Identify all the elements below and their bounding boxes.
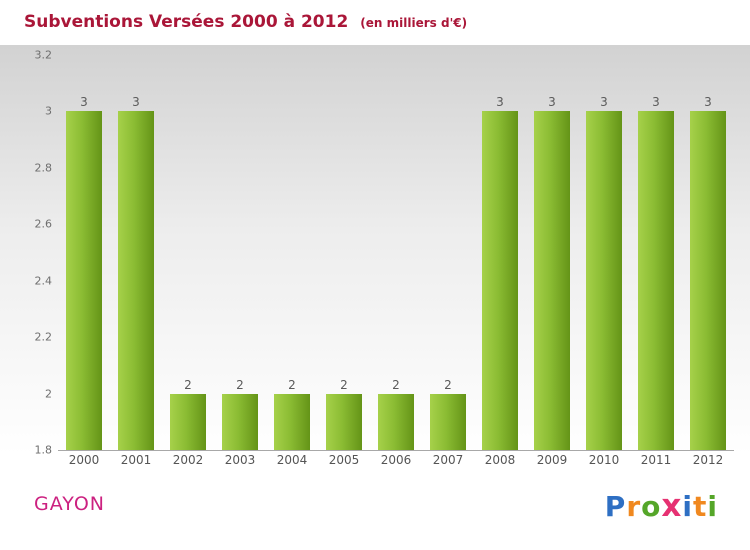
bar bbox=[430, 393, 466, 450]
x-axis-tick-label: 2003 bbox=[224, 453, 256, 467]
chart-subtitle: (en milliers d'€) bbox=[360, 16, 468, 30]
y-axis-labels: 1.8 2 2.2 2.4 2.6 2.8 3 3.2 bbox=[0, 50, 53, 456]
brand-letter: x bbox=[661, 488, 683, 524]
y-axis-tick-label: 3 bbox=[45, 104, 52, 118]
bar-slot: 2 bbox=[162, 55, 214, 450]
bar-slot: 3 bbox=[474, 55, 526, 450]
bar-value-label: 2 bbox=[340, 377, 348, 392]
bar bbox=[482, 111, 518, 450]
bar bbox=[378, 393, 414, 450]
bar-value-label: 3 bbox=[548, 95, 556, 110]
bar-value-label: 3 bbox=[80, 95, 88, 110]
bar bbox=[638, 111, 674, 450]
y-axis-tick-label: 1.8 bbox=[34, 443, 53, 457]
bar-value-label: 3 bbox=[132, 95, 140, 110]
y-axis-tick-label: 2.4 bbox=[34, 274, 53, 288]
y-axis-tick-label: 2.6 bbox=[34, 217, 53, 231]
org-name: GAYON bbox=[34, 493, 105, 515]
bar-slot: 3 bbox=[110, 55, 162, 450]
bar-slot: 2 bbox=[422, 55, 474, 450]
bar-row: 3 3 2 2 2 2 2 2 3 3 3 3 3 bbox=[58, 55, 734, 450]
x-axis-tick-label: 2006 bbox=[380, 453, 412, 467]
y-axis-tick-label: 2.8 bbox=[34, 161, 53, 175]
x-axis-tick-label: 2012 bbox=[692, 453, 724, 467]
bar-value-label: 2 bbox=[184, 377, 192, 392]
x-axis-tick-label: 2011 bbox=[640, 453, 672, 467]
brand-letter: i bbox=[707, 490, 718, 523]
chart-title-text: Subventions Versées 2000 à 2012 bbox=[24, 12, 349, 32]
bar-value-label: 3 bbox=[652, 95, 660, 110]
x-axis-tick-label: 2000 bbox=[68, 453, 100, 467]
bar-value-label: 2 bbox=[288, 377, 296, 392]
x-axis-tick-label: 2001 bbox=[120, 453, 152, 467]
bar-slot: 2 bbox=[318, 55, 370, 450]
bar-value-label: 3 bbox=[496, 95, 504, 110]
bar bbox=[326, 393, 362, 450]
x-axis-tick-label: 2004 bbox=[276, 453, 308, 467]
bar-value-label: 2 bbox=[392, 377, 400, 392]
x-axis-tick-label: 2010 bbox=[588, 453, 620, 467]
bar-value-label: 3 bbox=[600, 95, 608, 110]
bar bbox=[274, 393, 310, 450]
bar-slot: 3 bbox=[58, 55, 110, 450]
bar-value-label: 3 bbox=[704, 95, 712, 110]
bar-slot: 2 bbox=[370, 55, 422, 450]
x-axis-tick-label: 2005 bbox=[328, 453, 360, 467]
chart-title: Subventions Versées 2000 à 2012 (en milli… bbox=[24, 12, 467, 32]
brand-logo: Proxiti bbox=[605, 488, 718, 524]
bar-value-label: 2 bbox=[236, 377, 244, 392]
plot-area: 3 3 2 2 2 2 2 2 3 3 3 3 3 bbox=[58, 55, 734, 451]
bar bbox=[586, 111, 622, 450]
bar bbox=[170, 393, 206, 450]
x-axis-tick-label: 2002 bbox=[172, 453, 204, 467]
bar-slot: 3 bbox=[682, 55, 734, 450]
bar bbox=[534, 111, 570, 450]
brand-letter: t bbox=[693, 490, 708, 523]
bar-slot: 2 bbox=[214, 55, 266, 450]
y-axis-tick-label: 3.2 bbox=[34, 48, 53, 62]
y-axis-tick-label: 2 bbox=[45, 387, 52, 401]
y-axis-tick-label: 2.2 bbox=[34, 330, 53, 344]
bar bbox=[118, 111, 154, 450]
x-axis-tick-label: 2007 bbox=[432, 453, 464, 467]
x-axis-tick-label: 2009 bbox=[536, 453, 568, 467]
brand-letter: P bbox=[604, 490, 627, 523]
bar bbox=[222, 393, 258, 450]
bar-value-label: 2 bbox=[444, 377, 452, 392]
brand-letter: r bbox=[626, 490, 642, 523]
brand-letter: o bbox=[641, 490, 662, 523]
bar-slot: 2 bbox=[266, 55, 318, 450]
bar-slot: 3 bbox=[526, 55, 578, 450]
x-axis-tick-label: 2008 bbox=[484, 453, 516, 467]
bar-slot: 3 bbox=[578, 55, 630, 450]
bar bbox=[690, 111, 726, 450]
x-axis-labels: 2000 2001 2002 2003 2004 2005 2006 2007 2008 2009… bbox=[58, 452, 734, 469]
bar-slot: 3 bbox=[630, 55, 682, 450]
bar bbox=[66, 111, 102, 450]
brand-letter: i bbox=[682, 490, 693, 523]
